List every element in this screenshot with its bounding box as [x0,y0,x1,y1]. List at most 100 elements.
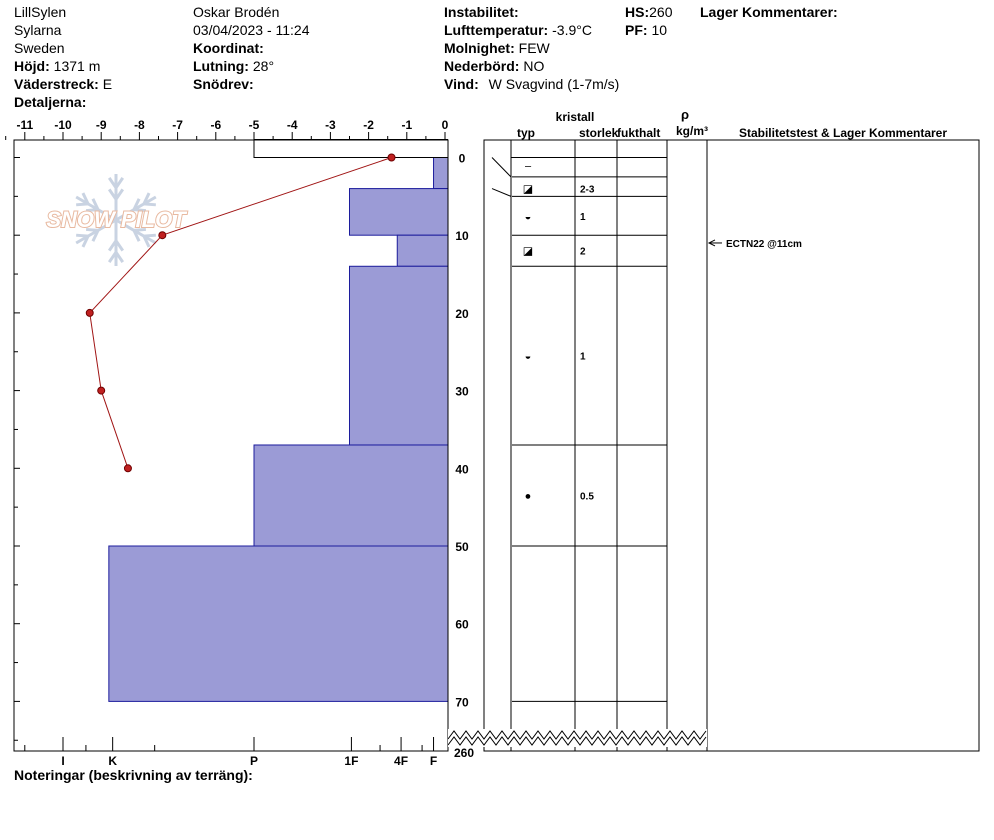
drift-label: Snödrev: [193,76,254,92]
col-moisture: fukthalt [617,126,660,140]
hardness-bar [349,188,449,236]
col-stability: Stabilitetstest & Lager Kommentarer [739,126,947,140]
instability-label: Instabilitet: [444,4,519,20]
hardness-bar [433,157,449,190]
cloud-label: Molnighet: [444,40,515,56]
grain-size-label: 2 [580,247,586,258]
col-type: typ [517,126,535,140]
depth-tick-label: 50 [455,540,469,554]
stability-arrow-head [707,239,716,247]
snowflake-branch [143,233,156,238]
snowflake-branch [107,188,118,201]
temp-tick-label: -5 [249,118,260,132]
slope-label: Lutning: [193,58,249,74]
axis-break-mask [448,729,707,747]
grain-size-label: 2-3 [580,185,595,196]
snowflake-branch [91,198,100,211]
grain-type-glyph: ◒ [525,211,532,223]
hardness-tick-label: K [108,754,117,768]
surface-outline [253,139,448,158]
hardness-bar [349,265,449,446]
slope-value: 28° [252,58,275,74]
temp-tick-label: -9 [96,118,107,132]
aspect-value: E [102,76,113,92]
wind-row: Vind: W Svagvind (1-7m/s) [444,75,619,93]
depth-tick-label: 70 [455,695,469,709]
details-label: Detaljerna: [14,94,87,110]
snowflake-branch [114,251,125,263]
temp-tick-label: 0 [442,118,449,132]
area: Sylarna [14,22,62,38]
hardness-tick-label: F [430,754,437,768]
logo-text: SNOW PILOT [46,207,187,232]
temp-tick-label: -7 [172,118,183,132]
snowflake-branch [133,208,147,213]
snowflake-branch [142,235,151,248]
temperature-point [97,386,106,395]
temp-tick-label: -6 [210,118,221,132]
depth-tick-label: 40 [455,462,469,476]
snowflake-branch [114,177,125,189]
snowflake-branch [81,192,90,205]
location: LillSylen [14,4,67,20]
precip-value: NO [523,58,545,74]
slope-row: Lutning: 28° [193,57,274,75]
col-rho: ρ [681,107,689,122]
coordinate-label: Koordinat: [193,40,264,56]
depth-tick-label: 30 [455,385,469,399]
hardness-bar [108,545,449,702]
hs-label: HS: [625,4,650,20]
wind-label: Vind: [444,76,479,92]
snowflake-branch [142,192,151,205]
axis-break-zigzag [447,736,707,746]
axis-break-zigzag [447,730,707,740]
temp-tick-label: -11 [16,118,33,132]
air-temp-label: Lufttemperatur: [444,22,549,38]
cloud-row: Molnighet: FEW [444,39,550,57]
snowflake-branch [91,229,100,242]
hardness-tick-label: 4F [394,754,408,768]
hardness-tick-label: P [250,754,258,768]
depth-bottom-label: 260 [454,746,474,760]
snowflake-branch [143,202,156,207]
temp-tick-label: -3 [325,118,336,132]
layer-comments-label: Lager Kommentarer: [700,4,838,20]
grain-type-glyph: ◪ [523,184,533,196]
grain-type-glyph: ● [525,490,532,502]
temperature-point [387,153,396,162]
snowflake-branch [107,239,118,252]
temp-tick-label: -2 [363,118,374,132]
hs-row: HS:260 [625,3,672,21]
depth-tick-label: 10 [455,229,469,243]
snowflake-branch [107,177,118,189]
datetime: 03/04/2023 - 11:24 [193,22,310,38]
layer-connector [491,188,512,197]
precip-label: Nederbörd: [444,58,520,74]
snowflake-branch [76,233,89,238]
cloud-value: FEW [518,40,550,56]
snowflake-branch [132,229,141,242]
observer: Oskar Brodén [193,4,280,20]
temp-tick-label: -1 [401,118,412,132]
temperature-point [158,231,167,240]
col-size: storlek [579,126,619,140]
snowflake-branch [85,227,99,232]
grain-type-glyph: ◪ [523,246,533,258]
col-density-unit: kg/m³ [676,124,708,138]
aspect-row: Väderstreck: E [14,75,112,93]
snowflake-branch [132,198,141,211]
snowflake-branch [133,227,147,232]
grain-type-glyph: ◒ [525,351,532,363]
stability-test-label: ECTN22 @11cm [726,239,802,250]
snowflake-icon [75,174,157,266]
hardness-bar [396,234,449,267]
snowflake-branch [114,239,125,252]
hardness-tick-label: I [61,754,64,768]
profile-frame [13,139,449,752]
temperature-point [123,464,132,473]
precip-row: Nederbörd: NO [444,57,544,75]
layer-table-frame [483,139,980,752]
snowflake-branch [114,188,125,201]
air-temp-value: -3.9°C [552,22,592,38]
